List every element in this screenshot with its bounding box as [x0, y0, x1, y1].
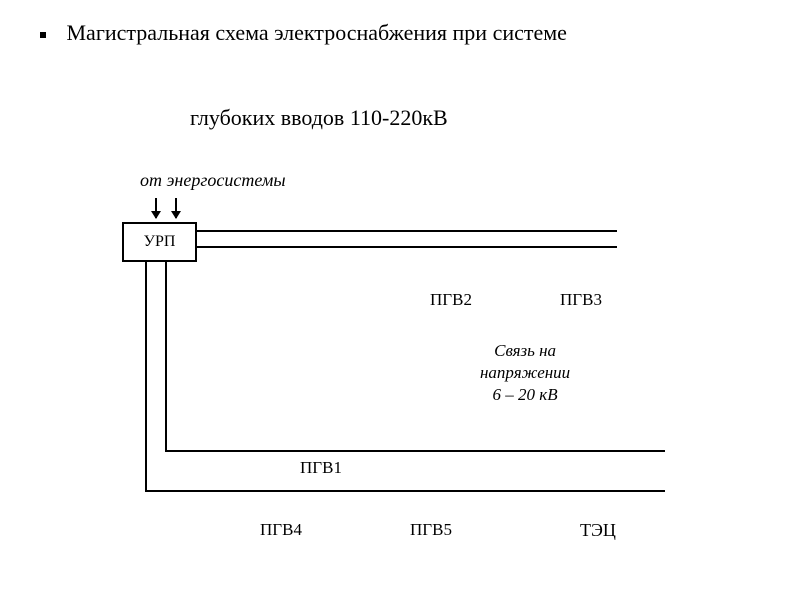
title-line-2: глубоких вводов 110-220кВ — [190, 105, 448, 131]
urp-label: УРП — [144, 233, 176, 251]
source-label: от энергосистемы — [140, 170, 286, 191]
arrow-down-icon — [175, 198, 177, 218]
bus-line — [145, 262, 147, 492]
pgv1-label: ПГВ1 — [300, 458, 342, 478]
bus-line — [197, 230, 617, 232]
pgv4-label: ПГВ4 — [260, 520, 302, 540]
conn-line1: Связь на — [480, 340, 570, 362]
arrow-down-icon — [155, 198, 157, 218]
pgv2-label: ПГВ2 — [430, 290, 472, 310]
conn-line2: напряжении — [480, 362, 570, 384]
title-text-1: Магистральная схема электроснабжения при… — [67, 20, 567, 45]
bus-line — [145, 490, 665, 492]
bullet-icon — [40, 32, 46, 38]
bus-line — [165, 262, 167, 452]
connection-note: Связь на напряжении 6 – 20 кВ — [480, 340, 570, 406]
pgv3-label: ПГВ3 — [560, 290, 602, 310]
tec-label: ТЭЦ — [580, 520, 616, 541]
pgv5-label: ПГВ5 — [410, 520, 452, 540]
diagram-area: от энергосистемы УРП ПГВ2 ПГВ3 Связь на … — [0, 160, 800, 600]
conn-line3: 6 – 20 кВ — [480, 384, 570, 406]
title-line-1: Магистральная схема электроснабжения при… — [40, 20, 567, 46]
bus-line — [197, 246, 617, 248]
urp-node: УРП — [122, 222, 197, 262]
bus-line — [165, 450, 665, 452]
